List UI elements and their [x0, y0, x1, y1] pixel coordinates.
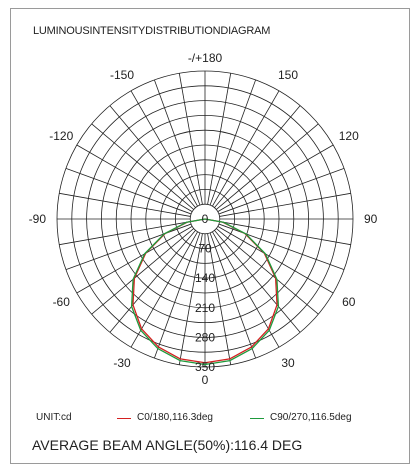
grid-spoke	[65, 168, 192, 215]
grid-spoke	[214, 105, 301, 208]
grid-spoke	[219, 221, 351, 246]
angle-tick-label: -90	[29, 212, 47, 226]
grid-spoke	[65, 223, 192, 270]
tick-labels: -/+180 150 120 90 60 30 0 -30 -60 -90 -120 -150 0 70 1…	[29, 51, 378, 387]
angle-tick-label: -/+180	[188, 51, 223, 65]
radial-tick-label: 210	[195, 301, 215, 315]
radial-tick-label: 350	[195, 360, 215, 374]
series-curve-1	[130, 218, 280, 366]
angle-tick-label: 0	[202, 373, 209, 387]
grid-spoke	[217, 144, 334, 212]
angle-tick-label: -120	[49, 129, 73, 143]
angle-tick-label: -30	[113, 356, 131, 370]
grid-spoke	[216, 123, 319, 210]
grid-spoke	[178, 233, 203, 365]
grid-spoke	[207, 233, 232, 365]
radial-tick-label: 140	[195, 271, 215, 285]
grid-spoke	[59, 221, 191, 246]
angle-tick-label: -60	[53, 295, 71, 309]
angle-tick-label: -150	[110, 68, 134, 82]
grid-spoke	[154, 79, 201, 206]
grid-spoke	[219, 192, 351, 217]
grid-spoke	[130, 90, 198, 207]
angle-tick-label: 60	[342, 295, 356, 309]
angle-tick-label: 30	[281, 356, 295, 370]
grid-spoke	[212, 231, 280, 348]
radial-tick-label: 0	[202, 212, 209, 226]
grid-spoke	[154, 232, 201, 359]
chart-title: LUMINOUSINTENSITYDISTRIBUTIONDIAGRAM	[33, 25, 271, 37]
angle-tick-label: 90	[364, 212, 378, 226]
grid-spoke	[209, 232, 256, 359]
grid-spoke	[76, 226, 193, 294]
polar-grid	[56, 70, 354, 368]
radial-tick-label: 70	[198, 242, 212, 256]
radial-tick-label: 280	[195, 330, 215, 344]
angle-tick-label: 150	[278, 68, 298, 82]
grid-spoke	[109, 230, 196, 333]
angle-tick-label: 120	[339, 129, 359, 143]
grid-spoke	[218, 223, 345, 270]
grid-spoke	[76, 144, 193, 212]
grid-spoke	[91, 123, 194, 210]
grid-spoke	[207, 73, 232, 205]
grid-spoke	[216, 228, 319, 315]
grid-spoke	[130, 231, 198, 348]
grid-spoke	[178, 73, 203, 205]
grid-spoke	[91, 228, 194, 315]
grid-spoke	[212, 90, 280, 207]
grid-spoke	[109, 105, 196, 208]
grid-spoke	[214, 230, 301, 333]
grid-spoke	[217, 226, 334, 294]
grid-spoke	[59, 192, 191, 217]
grid-spoke	[209, 79, 256, 206]
intensity-curves	[130, 218, 280, 366]
average-beam-angle: AVERAGE BEAM ANGLE(50%):116.4 DEG	[32, 437, 303, 453]
chart-panel	[10, 8, 410, 464]
grid-spoke	[218, 168, 345, 215]
